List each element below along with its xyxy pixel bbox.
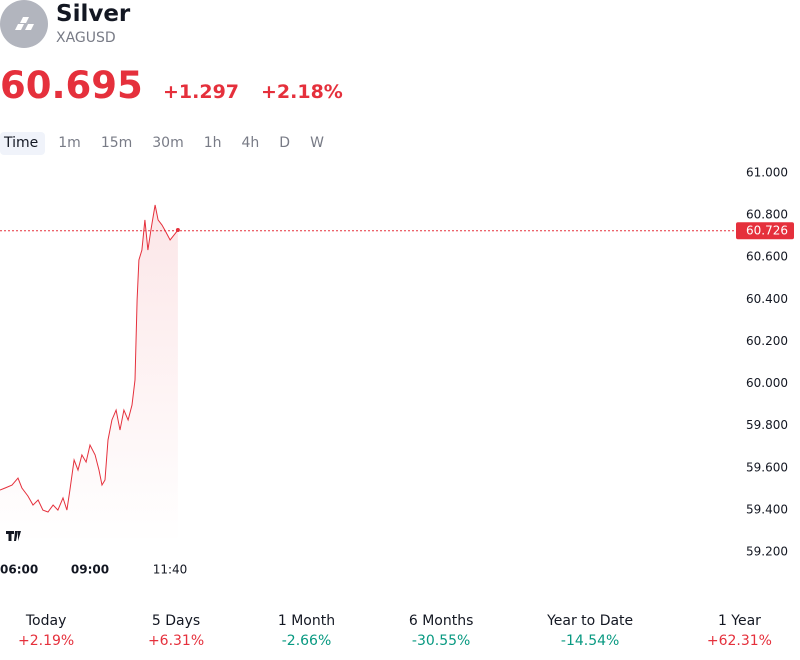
period-change: +62.31% [706, 633, 772, 649]
period-label: 1 Month [277, 613, 336, 629]
period-change: -2.66% [281, 633, 332, 649]
interval-tab[interactable]: 4h [241, 135, 260, 151]
x-tick-label: 11:40 [153, 563, 188, 577]
period-change: +2.19% [18, 633, 75, 649]
y-tick-label: 60.000 [746, 376, 788, 390]
y-tick-label: 60.800 [746, 208, 788, 222]
interval-tab[interactable]: 1m [58, 135, 81, 151]
interval-tab[interactable]: W [310, 135, 324, 151]
y-tick-label: 61.000 [746, 166, 788, 180]
price-change: +1.297 [163, 81, 240, 103]
period-label: Today [25, 613, 67, 629]
y-tick-label: 59.400 [746, 502, 788, 516]
price-line [0, 204, 179, 513]
price: 60.695 [0, 64, 143, 107]
area [0, 205, 178, 544]
interval-tabs: Time 1m 15m 30m 1h 4h D W [0, 132, 337, 155]
y-tick-label: 60.400 [746, 292, 788, 306]
y-tick-label: 59.600 [746, 460, 788, 474]
period-label: 6 Months [408, 613, 474, 629]
period-change: -14.54% [560, 633, 620, 649]
interval-tab[interactable]: D [279, 135, 291, 151]
interval-tab[interactable]: 30m [152, 135, 184, 151]
period[interactable]: 5 Days +6.31% [148, 611, 204, 651]
y-tick-label: 60.200 [746, 334, 788, 348]
price-change-percent: +2.18% [261, 81, 343, 103]
performance: Today +2.19% 5 Days +6.31% 1 Month -2.66% 6 Mo… [0, 611, 800, 651]
period[interactable]: 1 Month -2.66% [278, 611, 335, 651]
x-tick-label: 09:00 [71, 563, 109, 577]
period-change: -30.55% [411, 633, 471, 649]
y-tick-label: 60.600 [746, 250, 788, 264]
period[interactable]: Today +2.19% [18, 611, 74, 651]
symbol-icon [0, 0, 48, 48]
period-label: 1 Year [717, 613, 761, 629]
period-change: +6.31% [147, 633, 205, 649]
symbol-name: Silver [56, 1, 131, 27]
period-label: 5 Days [151, 613, 201, 629]
period-label: Year to Date [547, 613, 634, 629]
last-price-label: 60.726 [746, 224, 788, 238]
interval-tab[interactable]: 15m [100, 135, 133, 151]
symbol-ticker: XAGUSD [56, 30, 116, 46]
y-tick-label: 59.200 [746, 545, 788, 559]
chart: 59.200 59.400 59.600 59.800 60.000 60.200 60.4… [0, 166, 794, 577]
last-point [175, 228, 180, 233]
interval-tab[interactable]: 1h [203, 135, 222, 151]
x-tick-label: 06:00 [0, 563, 38, 577]
interval-tab[interactable]: Time [0, 132, 46, 155]
period[interactable]: 1 Year +62.31% [707, 611, 772, 651]
last-price-box [736, 222, 794, 240]
y-tick-label: 59.800 [746, 418, 788, 432]
period[interactable]: 6 Months -30.55% [409, 611, 474, 651]
period[interactable]: Year to Date -14.54% [547, 611, 633, 651]
